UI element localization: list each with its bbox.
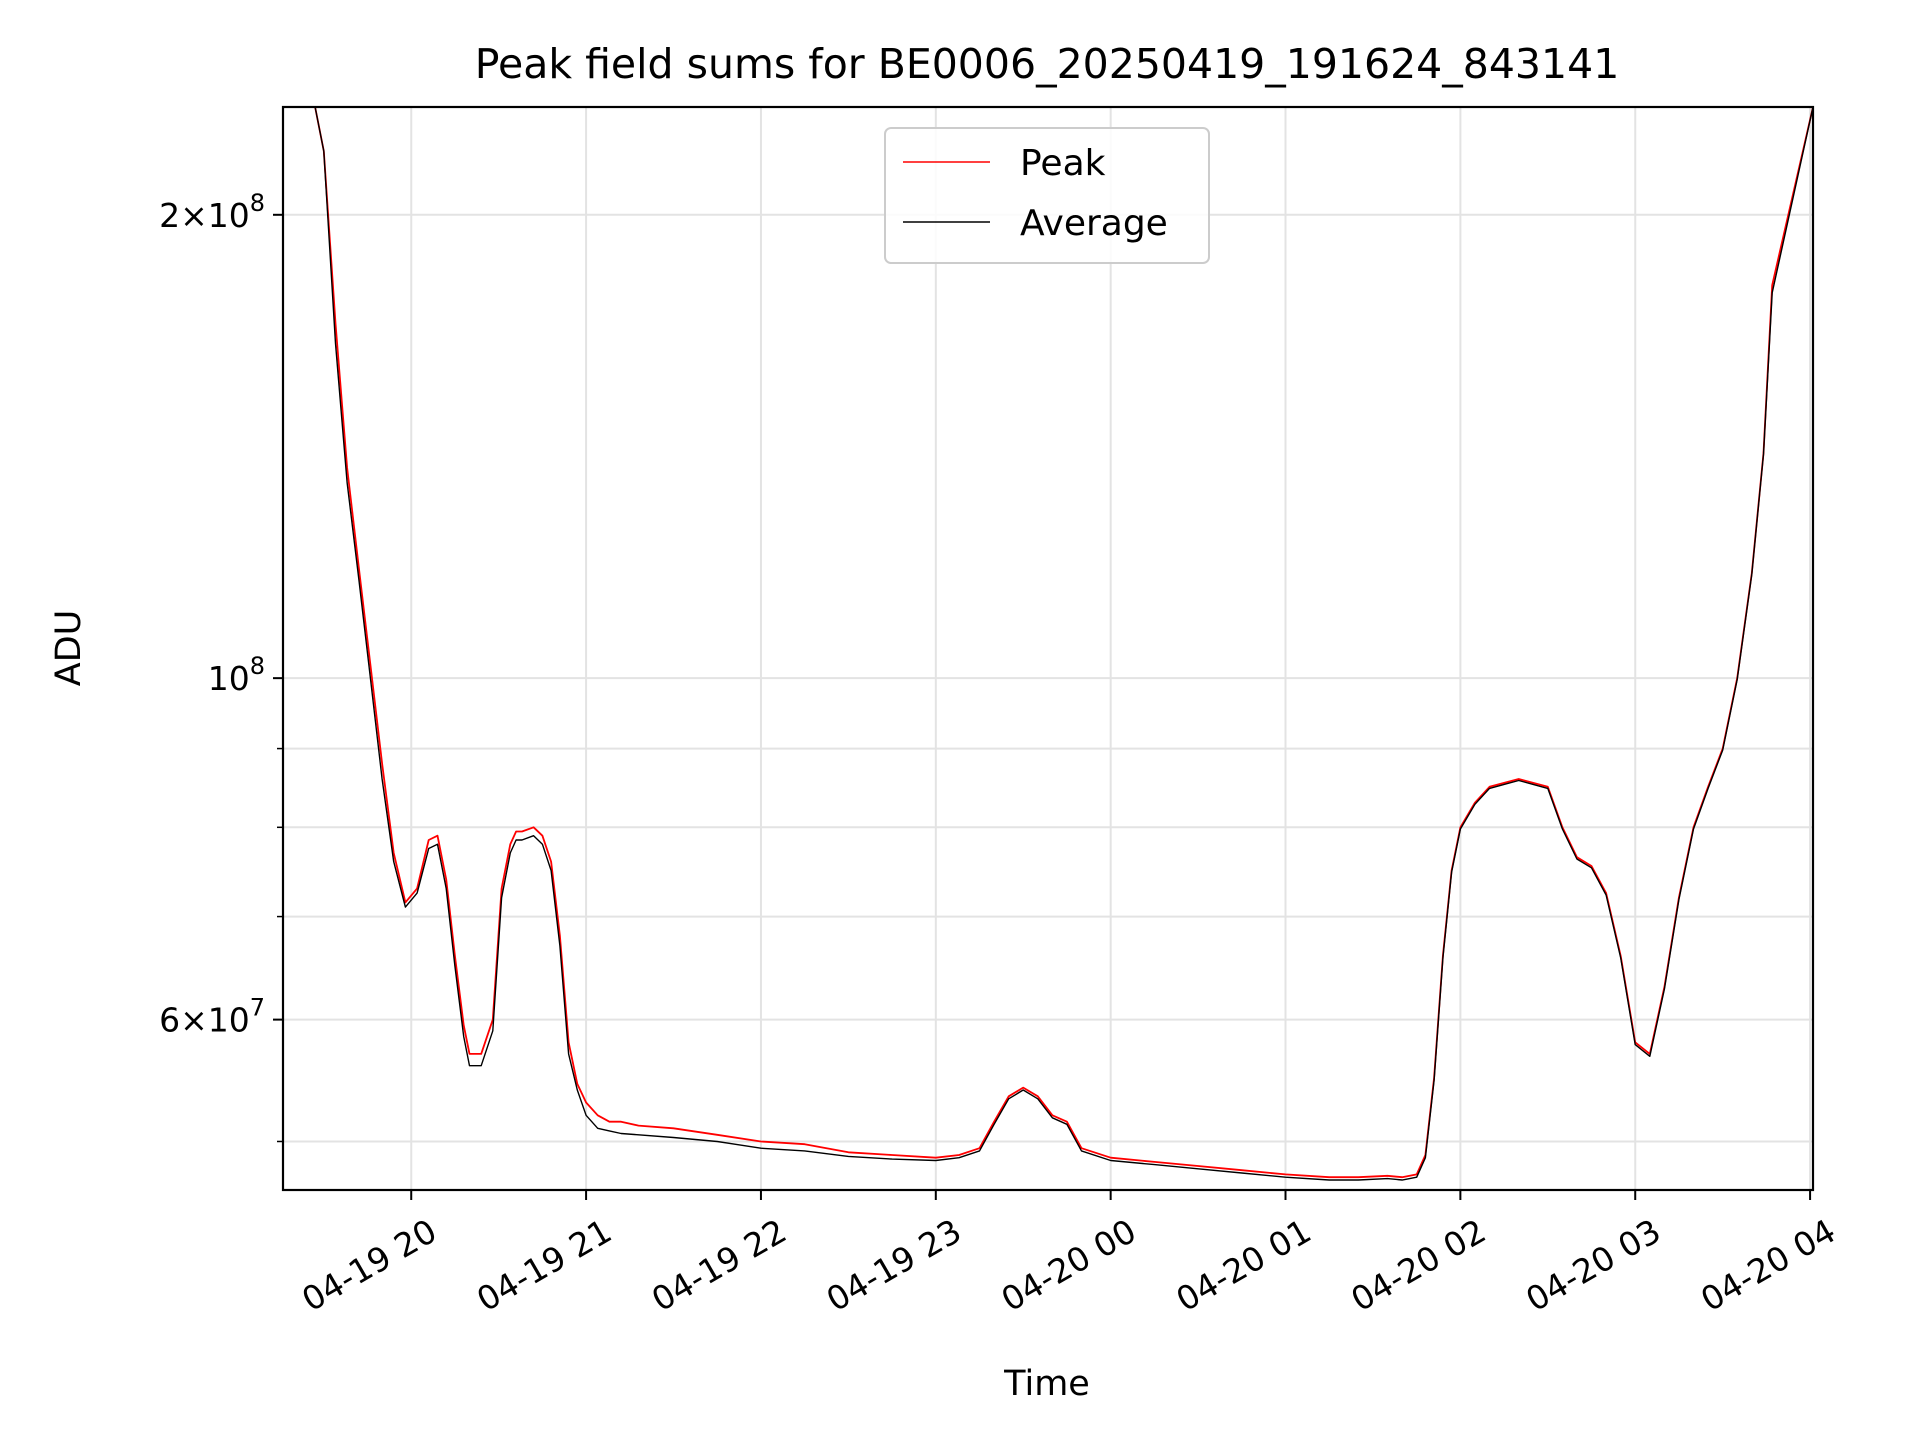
y-tick-exponent: 7	[250, 994, 265, 1022]
y-axis-label: ADU	[49, 610, 89, 687]
y-tick-base: 10	[208, 196, 250, 235]
y-tick-times: ×	[180, 1001, 208, 1040]
grid	[283, 107, 1813, 1190]
y-tick-label: 108	[208, 652, 265, 698]
legend-label-peak: Peak	[1020, 143, 1106, 184]
y-tick-base: 10	[208, 1001, 250, 1040]
y-tick-base: 10	[208, 659, 250, 698]
y-tick-exponent: 8	[250, 189, 265, 217]
series-line-average	[283, 107, 1813, 1181]
y-tick-mantissa: 6	[159, 1001, 180, 1040]
chart-title: Peak field sums for BE0006_20250419_1916…	[475, 40, 1620, 88]
y-tick-exponent: 8	[250, 652, 265, 680]
series-line-peak	[283, 107, 1813, 1179]
y-tick-mantissa: 2	[159, 196, 180, 235]
plot-area	[283, 107, 1813, 1181]
axes-frame	[281, 105, 1815, 1192]
legend: Peak Average	[884, 127, 1210, 264]
x-axis-label: Time	[1003, 1364, 1090, 1404]
y-tick-label: 2×108	[159, 189, 265, 235]
legend-label-average: Average	[1020, 203, 1168, 244]
y-tick-times: ×	[180, 196, 208, 235]
y-tick-label: 6×107	[159, 994, 265, 1040]
